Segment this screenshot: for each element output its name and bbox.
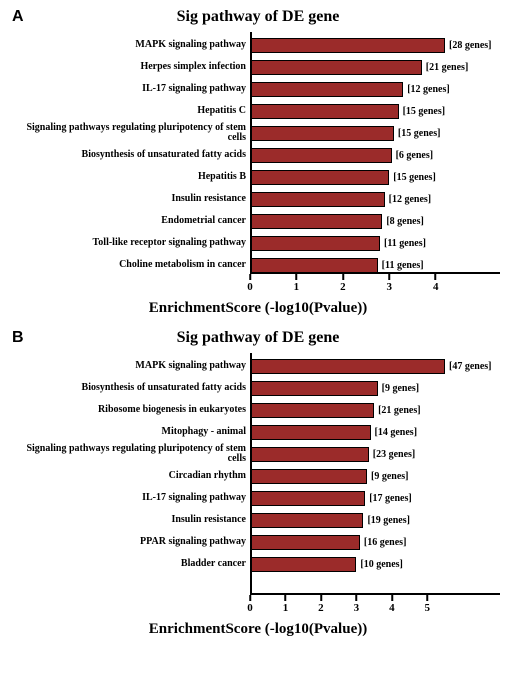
tick-label: 0 (247, 281, 253, 293)
xtick: 3 (387, 274, 393, 293)
category-label: Herpes simplex infection (16, 62, 250, 73)
xtick: 5 (425, 595, 431, 614)
tick-mark (249, 274, 251, 280)
xtick: 2 (318, 595, 324, 614)
tick-mark (249, 595, 251, 601)
xtick: 3 (354, 595, 360, 614)
tick-mark (320, 595, 322, 601)
tick-mark (388, 274, 390, 280)
tick-mark (295, 274, 297, 280)
tick-label: 3 (387, 281, 393, 293)
y-axis (250, 353, 252, 595)
category-label: Signaling pathways regulating pluripoten… (16, 123, 250, 144)
category-label: Biosynthesis of unsaturated fatty acids (16, 383, 250, 394)
tick-mark (342, 274, 344, 280)
xtick: 1 (283, 595, 289, 614)
category-label: Signaling pathways regulating pluripoten… (16, 444, 250, 465)
xtick: 0 (247, 274, 253, 293)
panel-b-xlabel: EnrichmentScore (-log10(Pvalue)) (12, 621, 504, 638)
tick-mark (284, 595, 286, 601)
xtick: 1 (294, 274, 300, 293)
tick-label: 0 (247, 602, 253, 614)
tick-label: 4 (433, 281, 439, 293)
tick-label: 1 (283, 602, 289, 614)
category-label: Ribosome biogenesis in eukaryotes (16, 405, 250, 416)
category-label: Mitophagy - animal (16, 427, 250, 438)
panel-a-plot: MAPK signaling pathway[28 genes]Herpes s… (16, 34, 500, 298)
xtick: 4 (433, 274, 439, 293)
tick-label: 2 (340, 281, 346, 293)
category-label: Insulin resistance (16, 515, 250, 526)
panel-label-b: B (12, 329, 24, 347)
panel-b-title: Sig pathway of DE gene (12, 329, 504, 347)
category-label: Circadian rhythm (16, 471, 250, 482)
tick-label: 3 (354, 602, 360, 614)
category-label: Hepatitis C (16, 106, 250, 117)
tick-mark (391, 595, 393, 601)
tick-mark (426, 595, 428, 601)
panel-a: A Sig pathway of DE gene MAPK signaling … (12, 8, 504, 317)
category-label: Hepatitis B (16, 172, 250, 183)
panel-b-xticks: 0 1 2 3 4 5 (250, 595, 500, 619)
category-label: MAPK signaling pathway (16, 40, 250, 51)
tick-label: 4 (389, 602, 395, 614)
panel-label-a: A (12, 8, 24, 26)
xtick: 0 (247, 595, 253, 614)
panel-a-axes: 0 1 2 3 4 (250, 34, 500, 298)
category-label: Insulin resistance (16, 194, 250, 205)
figure: A Sig pathway of DE gene MAPK signaling … (0, 0, 516, 686)
tick-label: 5 (425, 602, 431, 614)
tick-label: 2 (318, 602, 324, 614)
panel-a-title: Sig pathway of DE gene (12, 8, 504, 26)
xtick: 4 (389, 595, 395, 614)
tick-mark (355, 595, 357, 601)
category-label: Endometrial cancer (16, 216, 250, 227)
category-label: Biosynthesis of unsaturated fatty acids (16, 150, 250, 161)
category-label: Bladder cancer (16, 559, 250, 570)
xtick: 2 (340, 274, 346, 293)
tick-mark (435, 274, 437, 280)
panel-a-xticks: 0 1 2 3 4 (250, 274, 500, 298)
panel-b-plot: MAPK signaling pathway[47 genes]Biosynth… (16, 355, 500, 619)
panel-b-axes: 0 1 2 3 4 5 (250, 355, 500, 619)
y-axis (250, 32, 252, 274)
tick-label: 1 (294, 281, 300, 293)
panel-b: B Sig pathway of DE gene MAPK signaling … (12, 329, 504, 638)
category-label: Toll-like receptor signaling pathway (16, 238, 250, 249)
category-label: IL-17 signaling pathway (16, 493, 250, 504)
category-label: IL-17 signaling pathway (16, 84, 250, 95)
category-label: Choline metabolism in cancer (16, 260, 250, 271)
category-label: PPAR signaling pathway (16, 537, 250, 548)
category-label: MAPK signaling pathway (16, 361, 250, 372)
panel-a-xlabel: EnrichmentScore (-log10(Pvalue)) (12, 300, 504, 317)
